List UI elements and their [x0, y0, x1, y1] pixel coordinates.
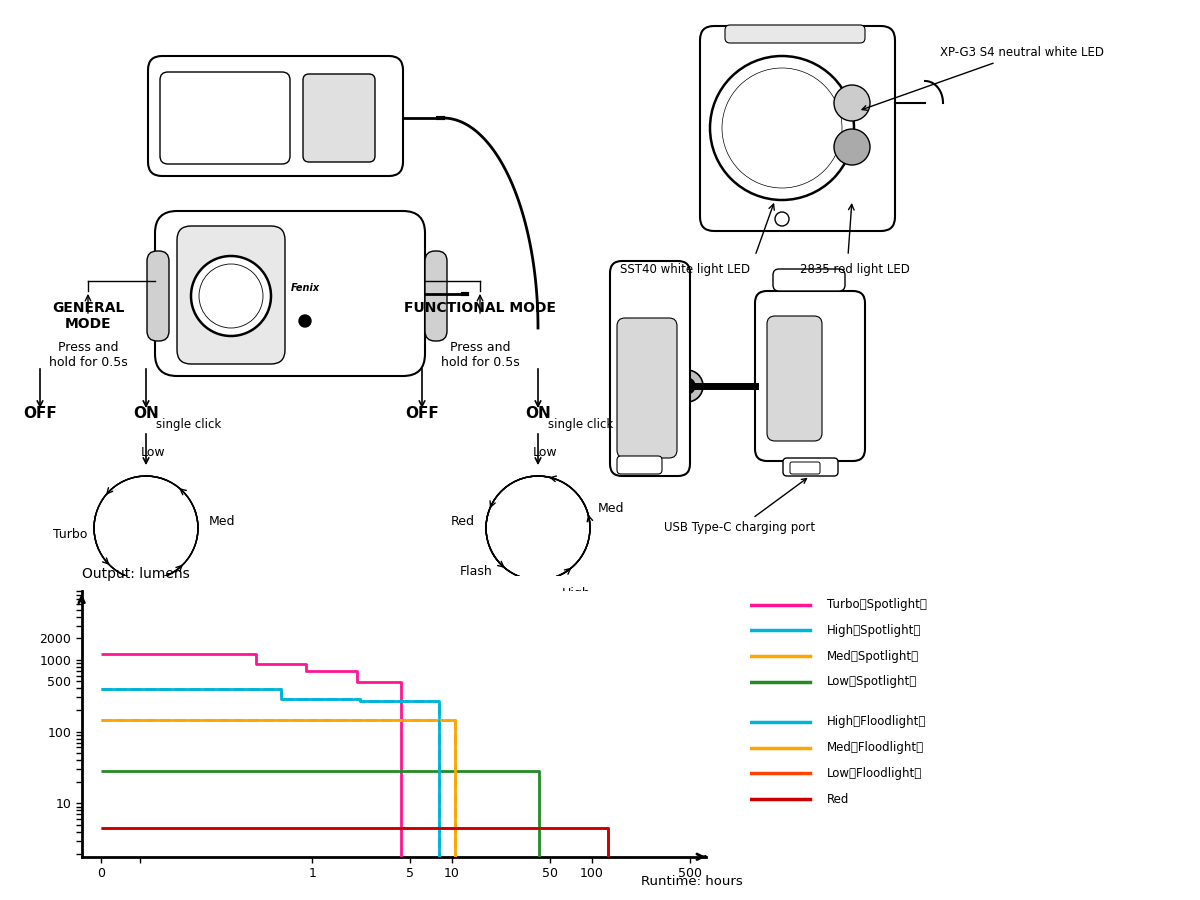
FancyBboxPatch shape	[178, 226, 286, 364]
Circle shape	[679, 378, 695, 394]
Text: Low（Floodlight）: Low（Floodlight）	[827, 767, 922, 779]
Text: XP-G3 S4 neutral white LED: XP-G3 S4 neutral white LED	[862, 47, 1104, 110]
Text: High（Spotlight）: High（Spotlight）	[827, 624, 922, 637]
Circle shape	[775, 212, 790, 226]
Text: OFF: OFF	[23, 406, 56, 421]
Circle shape	[710, 56, 854, 200]
FancyBboxPatch shape	[617, 318, 677, 458]
FancyBboxPatch shape	[773, 269, 845, 291]
Text: ON: ON	[133, 406, 158, 421]
Text: High: High	[138, 598, 167, 610]
Text: OFF: OFF	[406, 406, 439, 421]
Text: Press and
hold for 0.5s: Press and hold for 0.5s	[440, 341, 520, 369]
Circle shape	[671, 370, 703, 402]
FancyBboxPatch shape	[617, 456, 662, 474]
FancyBboxPatch shape	[784, 458, 838, 476]
FancyBboxPatch shape	[700, 26, 895, 231]
FancyBboxPatch shape	[425, 251, 446, 341]
Text: High: High	[562, 588, 590, 600]
Circle shape	[191, 256, 271, 336]
Text: single click: single click	[156, 418, 221, 431]
Text: Med: Med	[598, 502, 625, 515]
Text: 2835 red light LED: 2835 red light LED	[800, 263, 910, 276]
Text: Med: Med	[209, 515, 235, 528]
Text: Flash: Flash	[460, 565, 492, 578]
Text: GENERAL
MODE: GENERAL MODE	[52, 301, 124, 331]
Circle shape	[199, 264, 263, 328]
FancyBboxPatch shape	[302, 74, 374, 162]
Text: single click: single click	[548, 418, 613, 431]
Text: Red: Red	[450, 515, 474, 528]
Text: FUNCTIONAL MODE: FUNCTIONAL MODE	[404, 301, 556, 315]
Text: Fenix: Fenix	[290, 283, 319, 293]
Text: Med（Floodlight）: Med（Floodlight）	[827, 741, 924, 754]
Circle shape	[834, 129, 870, 165]
Text: USB Type-C charging port: USB Type-C charging port	[665, 479, 816, 534]
FancyBboxPatch shape	[755, 291, 865, 461]
Text: Med（Spotlight）: Med（Spotlight）	[827, 650, 919, 662]
FancyBboxPatch shape	[160, 72, 290, 164]
FancyBboxPatch shape	[148, 56, 403, 176]
FancyBboxPatch shape	[790, 462, 820, 474]
FancyBboxPatch shape	[610, 261, 690, 476]
FancyBboxPatch shape	[155, 211, 425, 376]
FancyBboxPatch shape	[767, 316, 822, 441]
Text: Press and
hold for 0.5s: Press and hold for 0.5s	[49, 341, 127, 369]
Text: Turbo: Turbo	[53, 528, 88, 541]
Circle shape	[299, 315, 311, 327]
Text: Red: Red	[827, 793, 850, 806]
Text: Output: lumens: Output: lumens	[82, 567, 190, 580]
Text: Runtime: hours: Runtime: hours	[641, 876, 743, 888]
Text: ON: ON	[526, 406, 551, 421]
FancyBboxPatch shape	[148, 251, 169, 341]
Text: Low: Low	[140, 446, 164, 459]
Text: Turbo（Spotlight）: Turbo（Spotlight）	[827, 598, 926, 611]
FancyBboxPatch shape	[725, 25, 865, 43]
Text: Low（Spotlight）: Low（Spotlight）	[827, 675, 917, 688]
Circle shape	[834, 85, 870, 121]
Text: High（Floodlight）: High（Floodlight）	[827, 716, 926, 728]
Text: SST40 white light LED: SST40 white light LED	[620, 263, 750, 276]
Circle shape	[722, 68, 842, 188]
Text: Low: Low	[533, 446, 557, 459]
